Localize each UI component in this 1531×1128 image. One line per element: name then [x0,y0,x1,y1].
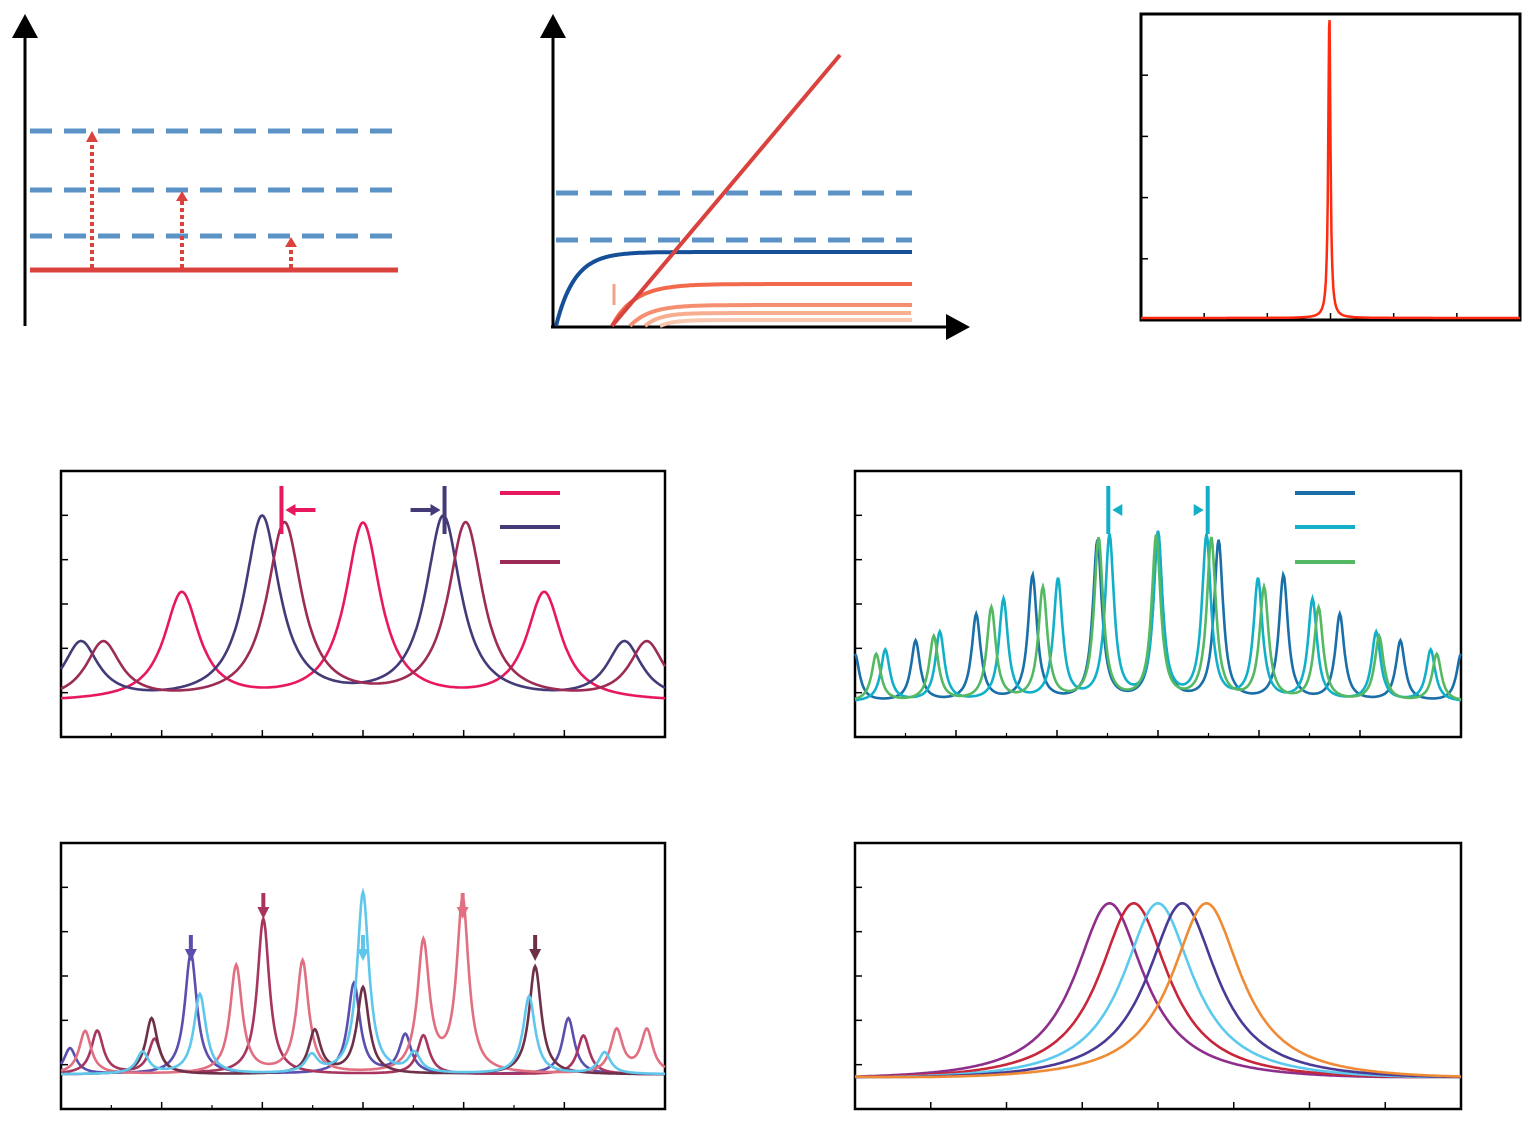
panel-f-spectrum [59,841,667,1111]
marker-2-arrowhead-icon [257,907,270,919]
series-3-curve [855,901,1461,1079]
marker-5-arrowhead-icon [529,949,542,961]
panel-e-markers [1106,486,1210,534]
series-3-curve [60,520,667,692]
panel-b-threshold-plot [540,14,970,340]
series-5-curve [855,901,1461,1079]
panel-c-spike-curve [1141,20,1520,320]
panel-f-curves [59,887,666,1076]
marker-2-arrowhead-icon [430,504,441,516]
panel-a-y-axis-arrowhead-icon [12,14,38,38]
panel-c-spectrum [1139,12,1522,322]
series-4-curve [60,963,665,1076]
marker-4-arrowhead-icon [456,907,469,919]
series-1-curve [855,901,1461,1079]
panel-f-ticks [61,886,566,1109]
saturating-curve-2 [610,282,912,327]
panel-g-curves [854,901,1462,1079]
linear-response-line [610,53,842,328]
saturating-curve-1 [554,250,912,327]
panel-b-x-axis-arrowhead-icon [946,314,970,340]
panel-d-frame [59,469,667,739]
marker-2-arrowhead-icon [1193,504,1204,516]
panel-e-legend [1295,491,1355,564]
series-2-curve [854,530,1462,702]
panel-f-markers [184,893,542,961]
panel-b-curves [554,250,912,328]
panel-c-ticks [1141,74,1458,320]
excitation-arrowhead-3-icon [285,237,297,247]
panel-d-curves [59,514,667,700]
panel-a-level-diagram [12,14,398,326]
series-2-curve [854,901,1461,1079]
series-5-curve [61,887,665,1076]
series-1-curve [59,949,665,1076]
panel-b-y-axis-arrowhead-icon [540,14,566,38]
series-3-curve [854,534,1462,701]
marker-1-arrowhead-icon [1112,504,1123,516]
excitation-arrowhead-2-icon [176,191,188,201]
panel-e-curves [853,530,1463,702]
marker-3-arrowhead-icon [357,949,369,961]
panel-e-ticks [855,514,1361,737]
panel-g-spectrum [853,841,1463,1111]
panel-e-spectrum [853,469,1463,739]
saturating-curve-4 [643,311,911,328]
series-3-curve [60,892,666,1075]
panel-d-spectrum [59,469,667,739]
saturating-curve-3 [628,303,912,328]
panel-d-ticks [61,514,566,737]
saturating-curve-5 [659,318,912,328]
panel-g-frame [853,841,1463,1111]
panel-d-markers [279,486,447,534]
excitation-arrowhead-1-icon [86,131,98,142]
marker-1-arrowhead-icon [184,949,197,961]
series-1-curve [61,521,665,700]
panel-g-ticks [855,886,1386,1109]
panel-d-legend [500,491,560,564]
marker-1-arrowhead-icon [285,504,296,516]
series-4-curve [855,901,1462,1079]
